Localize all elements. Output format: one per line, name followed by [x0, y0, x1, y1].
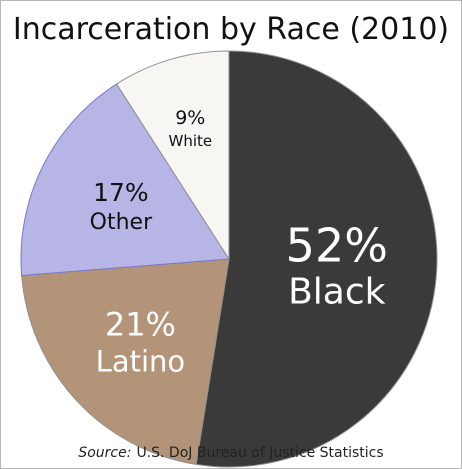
pie-slice-black [195, 50, 438, 468]
pie-slice-white [115, 50, 230, 261]
source-prefix: Source: [78, 445, 131, 461]
slice-percent-latino: 21% [105, 306, 176, 344]
slice-name-other: Other [90, 210, 153, 235]
pie-slice-latino [21, 258, 230, 465]
source-text: U.S. DoJ Bureau of Justice Statistics [136, 445, 383, 461]
slice-percent-white: 9% [175, 107, 205, 129]
slice-name-latino: Latino [96, 345, 185, 379]
pie-slice-other [20, 83, 230, 277]
slice-name-black: Black [288, 271, 386, 312]
slice-name-white: White [168, 132, 212, 150]
slice-percent-other: 17% [93, 178, 149, 207]
slice-percent-black: 52% [286, 218, 388, 272]
chart-title: Incarceration by Race (2010) [13, 12, 449, 47]
source-note: Source: U.S. DoJ Bureau of Justice Statis… [78, 445, 383, 461]
pie-slices [20, 50, 438, 468]
pie-labels: 52%Black 21%Latino 17% Other 9% White [90, 107, 388, 379]
